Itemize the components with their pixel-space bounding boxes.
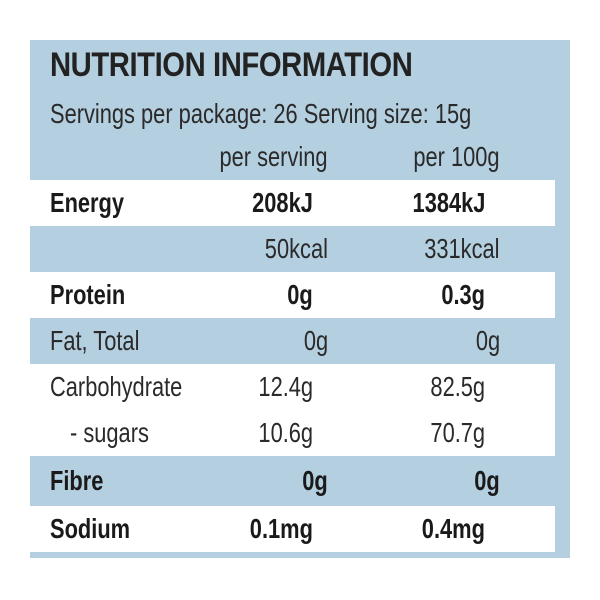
per-100g-value: 70.7g bbox=[430, 417, 485, 448]
nutrient-row-fat: Fat, Total 0g 0g bbox=[30, 318, 570, 364]
per-serving-value: 0g bbox=[287, 279, 313, 310]
per-100g-value: 0g bbox=[474, 465, 500, 496]
nutrient-label: Sodium bbox=[50, 513, 131, 544]
nutrient-label: Protein bbox=[50, 279, 126, 310]
per-serving-value: 208kJ bbox=[252, 187, 313, 218]
nutrient-row-protein: Protein 0g 0.3g bbox=[30, 272, 555, 318]
per-100g-value: 82.5g bbox=[430, 371, 485, 402]
nutrient-label: Energy bbox=[50, 187, 125, 218]
panel-title: NUTRITION INFORMATION bbox=[50, 46, 413, 84]
per-serving-header: per serving bbox=[219, 141, 328, 172]
column-header-row: per serving per 100g bbox=[30, 134, 570, 180]
nutrient-row-sugars: - sugars 10.6g 70.7g bbox=[30, 410, 555, 456]
nutrient-label: Carbohydrate bbox=[50, 371, 183, 402]
nutrient-label: Fat, Total bbox=[50, 325, 140, 356]
per-serving-value: 50kcal bbox=[264, 233, 328, 264]
nutrient-label: - sugars bbox=[70, 417, 149, 448]
nutrient-row-energy: Energy 208kJ 1384kJ bbox=[30, 180, 555, 226]
nutrition-panel: NUTRITION INFORMATION Servings per packa… bbox=[30, 40, 570, 558]
per-serving-value: 0g bbox=[303, 325, 328, 356]
nutrient-row-kcal: 50kcal 331kcal bbox=[30, 226, 570, 272]
per-serving-value: 0g bbox=[302, 465, 328, 496]
nutrient-label: Fibre bbox=[50, 465, 104, 496]
per-serving-value: 10.6g bbox=[258, 417, 313, 448]
nutrient-row-fibre: Fibre 0g 0g bbox=[30, 458, 570, 504]
per-100g-header: per 100g bbox=[413, 141, 500, 172]
per-serving-value: 0.1mg bbox=[249, 513, 313, 544]
per-100g-value: 1384kJ bbox=[412, 187, 485, 218]
servings-info: Servings per package: 26 Serving size: 1… bbox=[50, 98, 472, 129]
per-100g-value: 0.4mg bbox=[421, 513, 485, 544]
per-100g-value: 0g bbox=[475, 325, 500, 356]
nutrient-row-carbohydrate: Carbohydrate 12.4g 82.5g bbox=[30, 364, 555, 410]
per-100g-value: 331kcal bbox=[424, 233, 500, 264]
nutrient-row-sodium: Sodium 0.1mg 0.4mg bbox=[30, 506, 555, 552]
per-100g-value: 0.3g bbox=[441, 279, 485, 310]
per-serving-value: 12.4g bbox=[258, 371, 313, 402]
